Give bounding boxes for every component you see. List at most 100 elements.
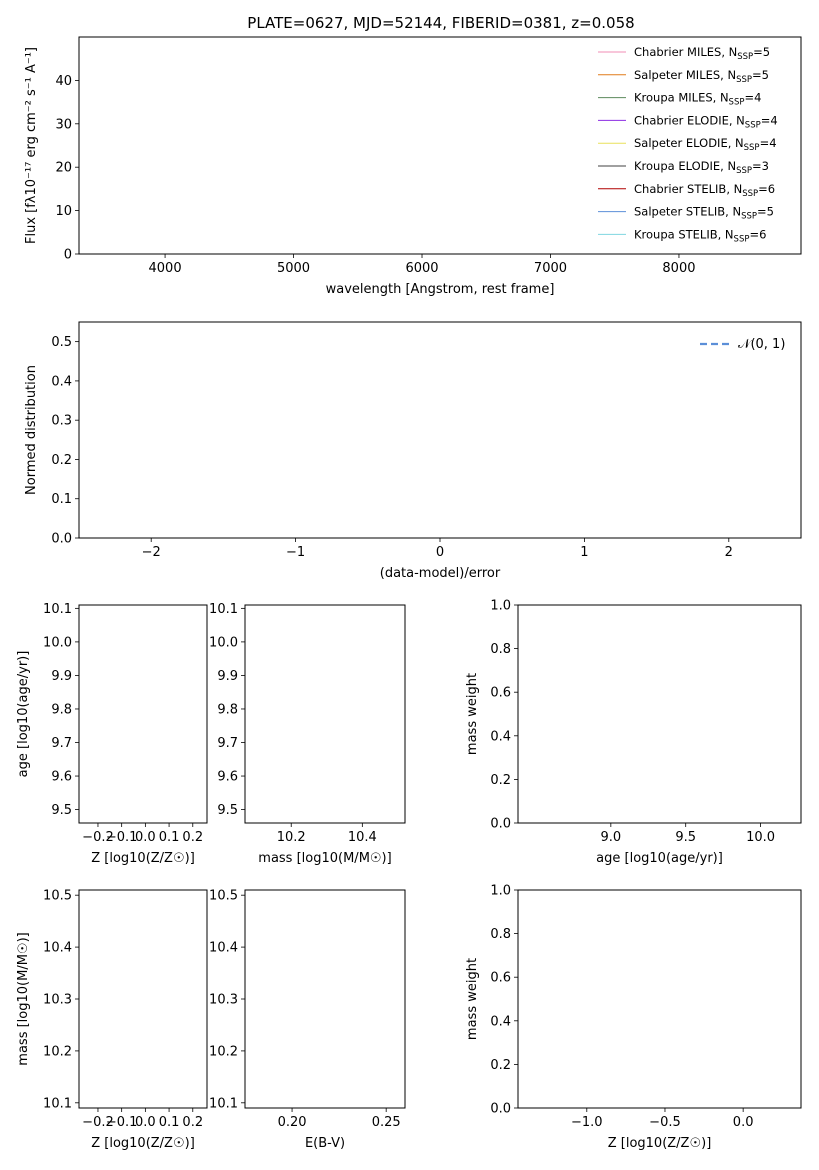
residuals-y-axis-label: Normed distribution	[24, 365, 39, 495]
mass-vs-metallicity-y-axis-label: mass [log10(M/M☉)]	[16, 932, 31, 1065]
y-tick-label: 20	[55, 161, 72, 176]
x-tick-label: 10.0	[746, 830, 775, 845]
legend-value: =3	[752, 159, 769, 173]
y-tick-label: 10.2	[209, 1044, 238, 1059]
x-tick-label: 0.2	[182, 1115, 203, 1130]
legend-entry: Chabrier STELIB, NSSP=6	[634, 182, 775, 199]
y-tick-label: 0.8	[490, 642, 511, 657]
legend-label: Chabrier ELODIE, N	[634, 113, 745, 127]
weights-vs-metallicity-x-axis-label: Z [log10(Z/Z☉)]	[608, 1136, 712, 1151]
legend-entry: Salpeter MILES, NSSP=5	[634, 68, 769, 85]
x-tick-label: 10.4	[348, 830, 377, 845]
legend-entry: Chabrier MILES, NSSP=5	[634, 45, 770, 62]
residuals-panel: −2 −1 0 1 2 0.0 0.1 0.2 0.3 0.4 0.5 (data-model)/er…	[24, 321, 802, 581]
x-tick-label: −0.2	[82, 830, 114, 845]
legend-subscript: SSP	[734, 234, 750, 244]
y-tick-label: 10.4	[209, 941, 238, 956]
y-tick-label: 0.4	[490, 729, 511, 744]
x-tick-label: −0.5	[649, 1115, 681, 1130]
y-tick-label: 0.1	[51, 492, 72, 507]
legend-subscript: SSP	[742, 189, 758, 199]
residuals-x-axis-label: (data-model)/error	[380, 566, 501, 581]
x-tick-label: 0.0	[135, 1115, 156, 1130]
x-tick-label: 9.5	[675, 830, 696, 845]
y-tick-label: 10.5	[43, 889, 72, 904]
x-tick-label: 5000	[277, 261, 310, 276]
y-tick-label: 1.0	[490, 884, 511, 899]
legend-value: =4	[761, 113, 778, 127]
age-vs-mass-x-axis-label: mass [log10(M/M☉)]	[258, 851, 391, 866]
y-tick-label: 1.0	[490, 599, 511, 614]
mass-vs-ebv-panel: 0.20 0.25 10.1 10.2 10.3 10.4 10.5 E(B-V)	[209, 889, 406, 1151]
legend-value: =5	[752, 68, 769, 82]
weights-vs-age-y-axis-label: mass weight	[465, 673, 480, 755]
y-tick-label: 0.0	[490, 1102, 511, 1117]
legend-value: =5	[753, 45, 770, 59]
mass-vs-ebv-frame	[244, 889, 406, 1109]
legend-subscript: SSP	[737, 52, 753, 62]
legend-normal-label: 𝒩(0, 1)	[738, 337, 785, 352]
x-tick-label: −2	[142, 545, 161, 560]
y-tick-label: 10.2	[43, 1044, 72, 1059]
legend-entry: Salpeter STELIB, NSSP=5	[634, 205, 774, 222]
spectrum-frame	[78, 36, 802, 255]
x-tick-label: 0.0	[733, 1115, 754, 1130]
x-tick-label: −0.1	[106, 830, 138, 845]
residuals-frame	[78, 321, 802, 539]
y-tick-label: 10.5	[209, 889, 238, 904]
legend-value: =4	[744, 91, 761, 105]
age-vs-mass-panel: 10.2 10.4 9.5 9.6 9.7 9.8 9.9 10.0 10.1 mass [log…	[209, 602, 406, 866]
y-tick-label: 0.4	[51, 374, 72, 389]
y-tick-label: 0.6	[490, 971, 511, 986]
y-tick-label: 10	[55, 204, 72, 219]
y-tick-label: 10.1	[209, 602, 238, 617]
y-tick-label: 10.0	[43, 635, 72, 650]
legend-entry: Kroupa MILES, NSSP=4	[634, 91, 761, 108]
x-tick-label: 10.2	[277, 830, 306, 845]
x-tick-label: 0.1	[159, 830, 180, 845]
spectrum-y-axis-label: Flux [fλ10⁻¹⁷ erg cm⁻² s⁻¹ A⁻¹]	[24, 47, 39, 244]
legend-label: Kroupa ELODIE, N	[634, 159, 736, 173]
y-tick-label: 9.8	[51, 702, 72, 717]
y-tick-label: 9.5	[217, 803, 238, 818]
legend-entry: Kroupa ELODIE, NSSP=3	[634, 159, 769, 176]
weights-vs-age-panel: 9.0 9.5 10.0 0.0 0.2 0.4 0.6 0.8 1.0 age [log10(a…	[465, 599, 802, 866]
mass-vs-metallicity-frame	[78, 889, 208, 1109]
y-tick-label: 10.1	[43, 1096, 72, 1111]
y-tick-label: 0.2	[490, 1058, 511, 1073]
legend-entry: Chabrier ELODIE, NSSP=4	[634, 113, 778, 130]
x-tick-label: 1	[580, 545, 588, 560]
y-tick-label: 10.4	[43, 941, 72, 956]
x-tick-label: −1	[286, 545, 305, 560]
y-tick-label: 9.7	[217, 736, 238, 751]
legend-label: Kroupa STELIB, N	[634, 227, 734, 241]
y-tick-label: 0.2	[490, 773, 511, 788]
legend-value: =6	[749, 227, 766, 241]
weights-vs-metallicity-frame	[517, 889, 802, 1109]
y-tick-label: 0.6	[490, 686, 511, 701]
weights-vs-metallicity-y-axis-label: mass weight	[465, 958, 480, 1040]
legend-value: =5	[757, 205, 774, 219]
x-tick-label: 4000	[149, 261, 182, 276]
legend-entry: Kroupa STELIB, NSSP=6	[634, 227, 766, 244]
y-tick-label: 9.5	[51, 803, 72, 818]
legend-label: Chabrier STELIB, N	[634, 182, 742, 196]
x-tick-label: 0.25	[372, 1115, 401, 1130]
legend-label: Kroupa MILES, N	[634, 91, 729, 105]
y-tick-label: 10.1	[209, 1096, 238, 1111]
x-tick-label: 0	[436, 545, 444, 560]
y-tick-label: 9.7	[51, 736, 72, 751]
y-tick-label: 9.6	[217, 770, 238, 785]
x-tick-label: 0.1	[159, 1115, 180, 1130]
y-tick-label: 0.8	[490, 927, 511, 942]
x-tick-label: 8000	[662, 261, 695, 276]
spectrum-panel: 4000 5000 6000 7000 8000 0 10 20 30 40 wavelength …	[24, 36, 802, 297]
age-vs-metallicity-y-axis-label: age [log10(age/yr)]	[16, 651, 31, 778]
legend-label: Salpeter MILES, N	[634, 68, 736, 82]
x-tick-label: 7000	[534, 261, 567, 276]
legend-subscript: SSP	[744, 143, 760, 153]
y-tick-label: 9.6	[51, 770, 72, 785]
x-tick-label: 0.0	[135, 830, 156, 845]
age-vs-mass-frame	[244, 604, 406, 824]
